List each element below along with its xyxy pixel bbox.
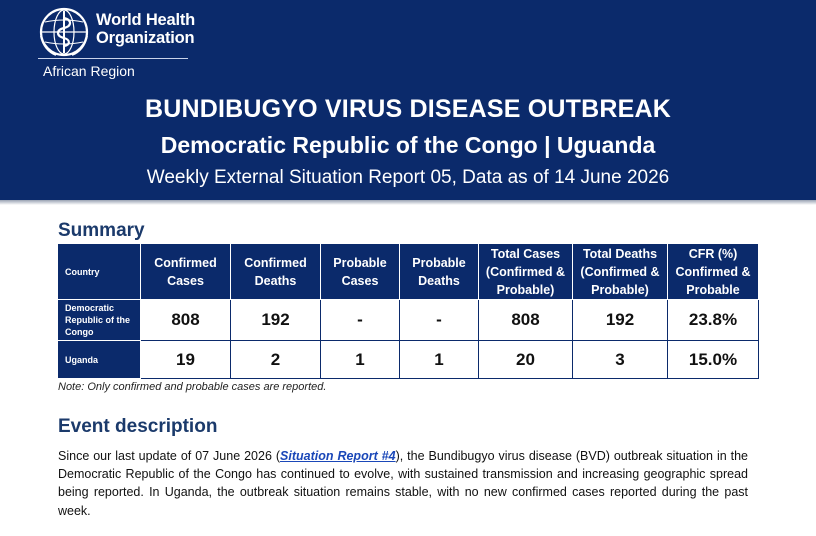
who-logo: World Health Organization African Region	[38, 6, 198, 80]
cell-total-deaths: 192	[572, 299, 668, 341]
col-header-country: Country	[57, 243, 141, 300]
report-date-line: Weekly External Situation Report 05, Dat…	[146, 167, 670, 188]
col-header-cfr: CFR (%) Confirmed & Probable	[667, 243, 759, 300]
report-title: BUNDIBUGYO VIRUS DISEASE OUTBREAK	[144, 95, 672, 123]
cell-probable-cases: 1	[320, 340, 400, 379]
cell-total-cases: 808	[478, 299, 573, 341]
report-subtitle: Democratic Republic of the Congo | Uguan…	[160, 132, 656, 158]
col-header-total-cases: Total Cases (Confirmed & Probable)	[478, 243, 573, 300]
event-paragraph: Since our last update of 07 June 2026 (S…	[58, 447, 748, 520]
banner-shadow	[0, 200, 816, 205]
col-header-total-deaths: Total Deaths (Confirmed & Probable)	[572, 243, 668, 300]
header-banner: World Health Organization African Region…	[0, 0, 816, 200]
table-row: Uganda 19 2 1 1 20 3 15.0%	[57, 340, 759, 379]
cell-confirmed-cases: 808	[140, 299, 231, 341]
summary-heading: Summary	[58, 220, 145, 241]
table-row: Democratic Republic of the Congo 808 192…	[57, 299, 759, 341]
event-text-before: Since our last update of 07 June 2026 (	[58, 449, 281, 463]
cell-probable-deaths: -	[399, 299, 479, 341]
col-header-confirmed-cases: Confirmed Cases	[140, 243, 231, 300]
event-text-after: ), the Bundibugyo virus disease (BVD) ou…	[58, 449, 749, 518]
org-name: World Health Organization	[96, 11, 196, 47]
logo-divider	[38, 58, 188, 59]
cell-confirmed-cases: 19	[140, 340, 231, 379]
region-label: African Region	[43, 63, 135, 79]
situation-report-link[interactable]: Situation Report #4	[280, 449, 396, 463]
event-heading: Event description	[58, 416, 218, 437]
cell-total-deaths: 3	[572, 340, 668, 379]
table-note: Note: Only confirmed and probable cases …	[58, 381, 327, 393]
col-header-confirmed-deaths: Confirmed Deaths	[230, 243, 321, 300]
table-header-row: Country Confirmed Cases Confirmed Deaths…	[57, 243, 759, 300]
row-country: Uganda	[57, 340, 141, 379]
cell-total-cases: 20	[478, 340, 573, 379]
cell-probable-deaths: 1	[399, 340, 479, 379]
row-country: Democratic Republic of the Congo	[57, 299, 141, 341]
cell-confirmed-deaths: 192	[230, 299, 321, 341]
who-emblem-icon	[39, 7, 89, 57]
cell-cfr: 23.8%	[667, 299, 759, 341]
col-header-probable-cases: Probable Cases	[320, 243, 400, 300]
cell-cfr: 15.0%	[667, 340, 759, 379]
cell-probable-cases: -	[320, 299, 400, 341]
cell-confirmed-deaths: 2	[230, 340, 321, 379]
summary-table: Country Confirmed Cases Confirmed Deaths…	[57, 243, 759, 379]
col-header-probable-deaths: Probable Deaths	[399, 243, 479, 300]
